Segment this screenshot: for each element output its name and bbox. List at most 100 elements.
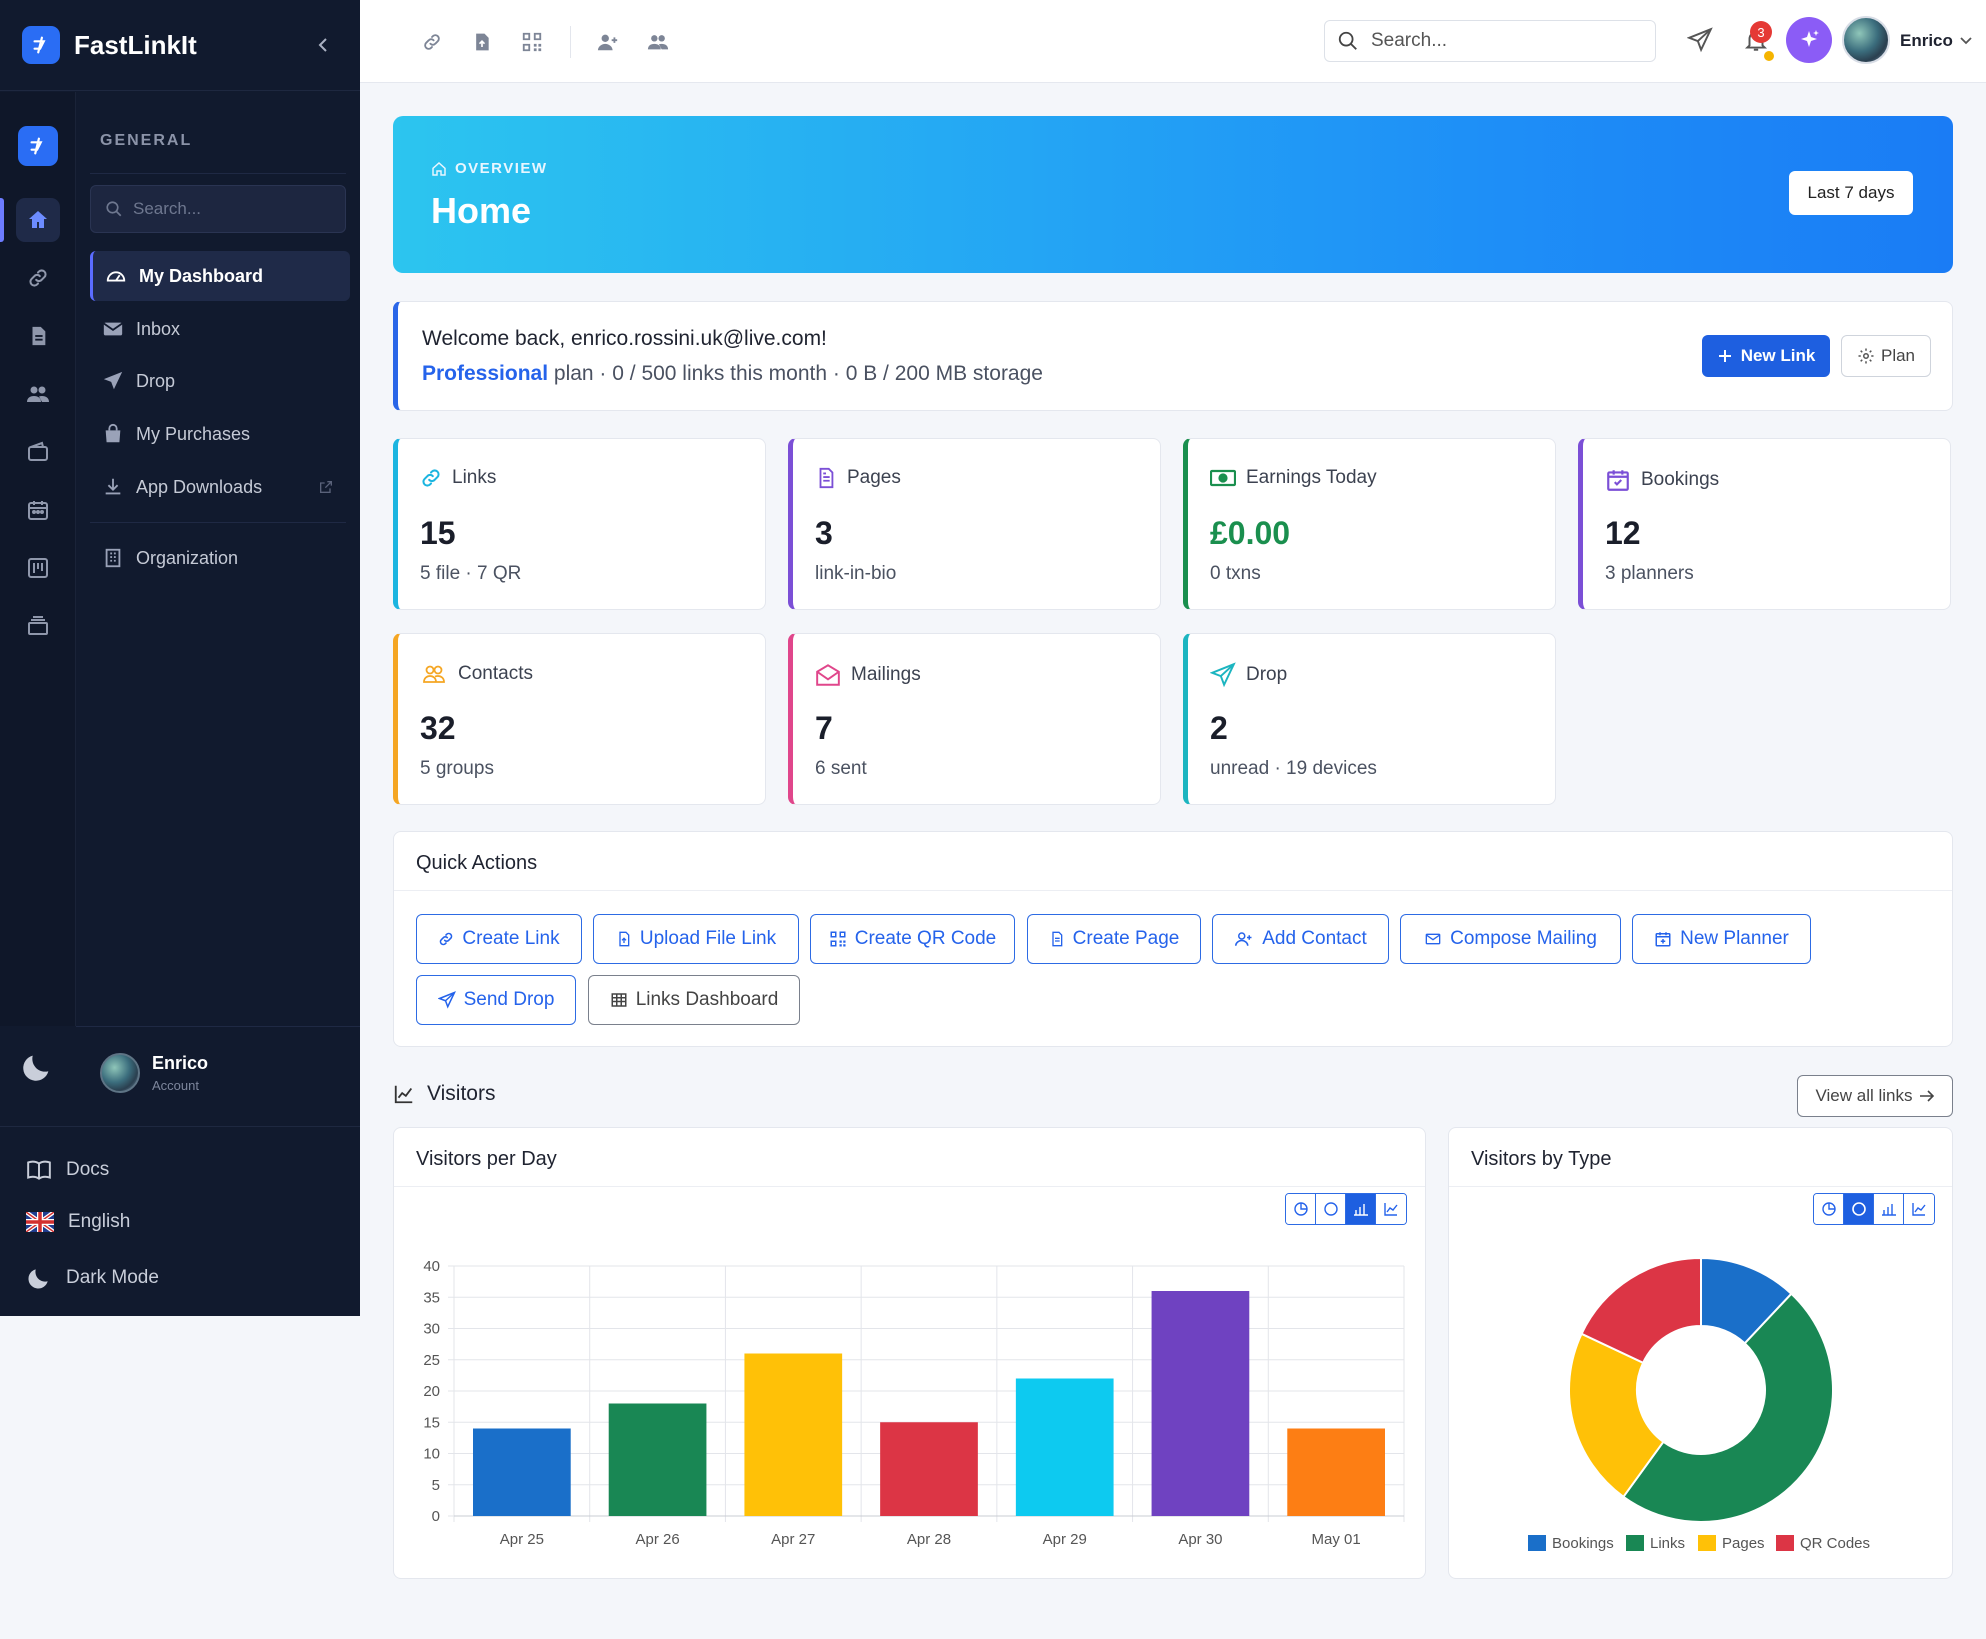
bar[interactable]: [608, 1403, 707, 1517]
visitors-donut-chart: Bookings Links Pages QR Codes: [1528, 1256, 1870, 1552]
top-search-input[interactable]: [1371, 30, 1631, 52]
rail-wallet-icon[interactable]: [16, 430, 60, 474]
envelope-icon: [1425, 933, 1441, 945]
sidebar-item-drop[interactable]: Drop: [90, 356, 350, 406]
sidebar-item-organization[interactable]: Organization: [90, 533, 350, 583]
dark-mode-toggle[interactable]: Dark Mode: [26, 1265, 159, 1291]
create-qr-code-button[interactable]: Create QR Code: [810, 914, 1015, 964]
sidebar-user[interactable]: Enrico Account: [76, 1026, 360, 1118]
sidebar-item-my-purchases[interactable]: My Purchases: [90, 409, 350, 459]
compose-mailing-button[interactable]: Compose Mailing: [1400, 914, 1621, 964]
sidebar-item-label: Organization: [136, 547, 239, 568]
add-contact-button[interactable]: Add Contact: [1212, 914, 1389, 964]
bar-chart-toggle[interactable]: [1346, 1194, 1376, 1224]
sidebar-item-inbox[interactable]: Inbox: [90, 304, 350, 354]
rail-calendar-icon[interactable]: [16, 488, 60, 532]
sidebar-search[interactable]: [90, 185, 346, 233]
rail-moon-icon[interactable]: [20, 1050, 54, 1084]
button-label: New Planner: [1680, 928, 1789, 949]
x-tick-label: Apr 25: [500, 1531, 544, 1548]
y-tick-label: 15: [423, 1414, 440, 1431]
donut-slice[interactable]: [1622, 1292, 1834, 1523]
pie-chart-toggle[interactable]: [1286, 1194, 1316, 1224]
sidebar-item-app-downloads[interactable]: App Downloads: [90, 462, 350, 512]
stat-card-mailings[interactable]: Mailings 7 6 sent: [788, 633, 1161, 805]
new-link-label: New Link: [1740, 346, 1816, 365]
stat-card-links[interactable]: Links 15 5 file · 7 QR: [393, 438, 766, 610]
doughnut-chart-toggle[interactable]: [1844, 1194, 1874, 1224]
send-drop-button[interactable]: Send Drop: [416, 975, 576, 1025]
links-dashboard-button[interactable]: Links Dashboard: [588, 975, 800, 1025]
calendar-check-icon: [1607, 470, 1629, 491]
donut-slice[interactable]: [1580, 1256, 1702, 1365]
brand-logo-icon[interactable]: [22, 26, 60, 64]
send-icon: [1210, 662, 1236, 688]
rail-archive-icon[interactable]: [16, 604, 60, 648]
rail-link-icon[interactable]: [16, 256, 60, 300]
pie-chart-toggle[interactable]: [1814, 1194, 1844, 1224]
top-file-upload-icon[interactable]: [466, 26, 498, 58]
plan-name[interactable]: Professional: [422, 362, 549, 385]
stat-card-bookings[interactable]: Bookings 12 3 planners: [1578, 438, 1951, 610]
stat-card-earnings[interactable]: Earnings Today £0.00 0 txns: [1183, 438, 1556, 610]
bar[interactable]: [1151, 1291, 1250, 1516]
create-link-button[interactable]: Create Link: [416, 914, 582, 964]
view-all-links-button[interactable]: View all links: [1797, 1075, 1953, 1117]
new-link-button[interactable]: New Link: [1702, 335, 1830, 377]
date-range-button[interactable]: Last 7 days: [1789, 171, 1913, 215]
chevron-down-icon[interactable]: [1958, 32, 1974, 48]
button-label: Send Drop: [463, 989, 555, 1010]
y-tick-label: 20: [423, 1383, 440, 1400]
sidebar-item-label: My Purchases: [136, 423, 251, 444]
rail-logo-icon[interactable]: [17, 126, 58, 166]
bar-chart-toggle[interactable]: [1874, 1194, 1904, 1224]
rail-kanban-icon[interactable]: [16, 546, 60, 590]
welcome-text: Welcome back, enrico.rossini.uk@live.com…: [422, 327, 827, 350]
top-groups-icon[interactable]: [642, 26, 674, 58]
top-add-contact-icon[interactable]: [592, 26, 624, 58]
line-chart-toggle[interactable]: [1904, 1194, 1934, 1224]
sidebar-item-label: App Downloads: [136, 476, 263, 497]
bar[interactable]: [744, 1353, 843, 1517]
bar[interactable]: [880, 1422, 978, 1516]
stat-card-pages[interactable]: Pages 3 link-in-bio: [788, 438, 1161, 610]
user-avatar[interactable]: [1842, 16, 1890, 64]
donut-slice[interactable]: [1568, 1332, 1665, 1499]
plan-button[interactable]: Plan: [1841, 335, 1931, 377]
docs-link[interactable]: Docs: [26, 1157, 109, 1183]
rail-home-icon[interactable]: [16, 198, 60, 242]
ai-assistant-button[interactable]: [1786, 17, 1832, 63]
rail-contacts-icon[interactable]: [16, 372, 60, 416]
download-icon: [105, 478, 121, 495]
stat-label: Pages: [847, 467, 901, 488]
collapse-sidebar-button[interactable]: [308, 30, 338, 60]
create-page-button[interactable]: Create Page: [1027, 914, 1201, 964]
new-planner-button[interactable]: New Planner: [1632, 914, 1811, 964]
bar[interactable]: [1015, 1378, 1114, 1517]
bar[interactable]: [1287, 1428, 1385, 1517]
user-name[interactable]: Enrico: [1900, 31, 1953, 50]
stat-card-contacts[interactable]: Contacts 32 5 groups: [393, 633, 766, 805]
stat-sub: 3 planners: [1605, 563, 1694, 584]
plan-label: Plan: [1880, 346, 1916, 365]
language-selector[interactable]: English: [26, 1211, 130, 1233]
doughnut-chart-toggle[interactable]: [1316, 1194, 1346, 1224]
circle-icon: [1851, 1202, 1866, 1216]
page-icon: [1051, 931, 1062, 947]
y-tick-label: 35: [423, 1289, 440, 1306]
top-qr-code-icon[interactable]: [516, 26, 548, 58]
rail-page-icon[interactable]: [16, 314, 60, 358]
sidebar-item-label: My Dashboard: [139, 265, 264, 286]
sidebar-search-input[interactable]: [133, 199, 323, 219]
add-user-icon: [1235, 932, 1252, 946]
visitors-bar-chart: 0 5 10 15 20 25 30 35 40 Apr 25 Apr 26 Apr 27 Apr 28…: [423, 1258, 1405, 1548]
top-link-icon[interactable]: [416, 26, 448, 58]
line-chart-toggle[interactable]: [1376, 1194, 1406, 1224]
top-search[interactable]: [1324, 20, 1656, 62]
stat-card-drop[interactable]: Drop 2 unread · 19 devices: [1183, 633, 1556, 805]
send-icon[interactable]: [1684, 24, 1716, 56]
bar[interactable]: [473, 1428, 571, 1517]
x-tick-label: Apr 26: [635, 1531, 679, 1548]
upload-file-link-button[interactable]: Upload File Link: [593, 914, 799, 964]
sidebar-item-my-dashboard[interactable]: My Dashboard: [90, 251, 350, 301]
